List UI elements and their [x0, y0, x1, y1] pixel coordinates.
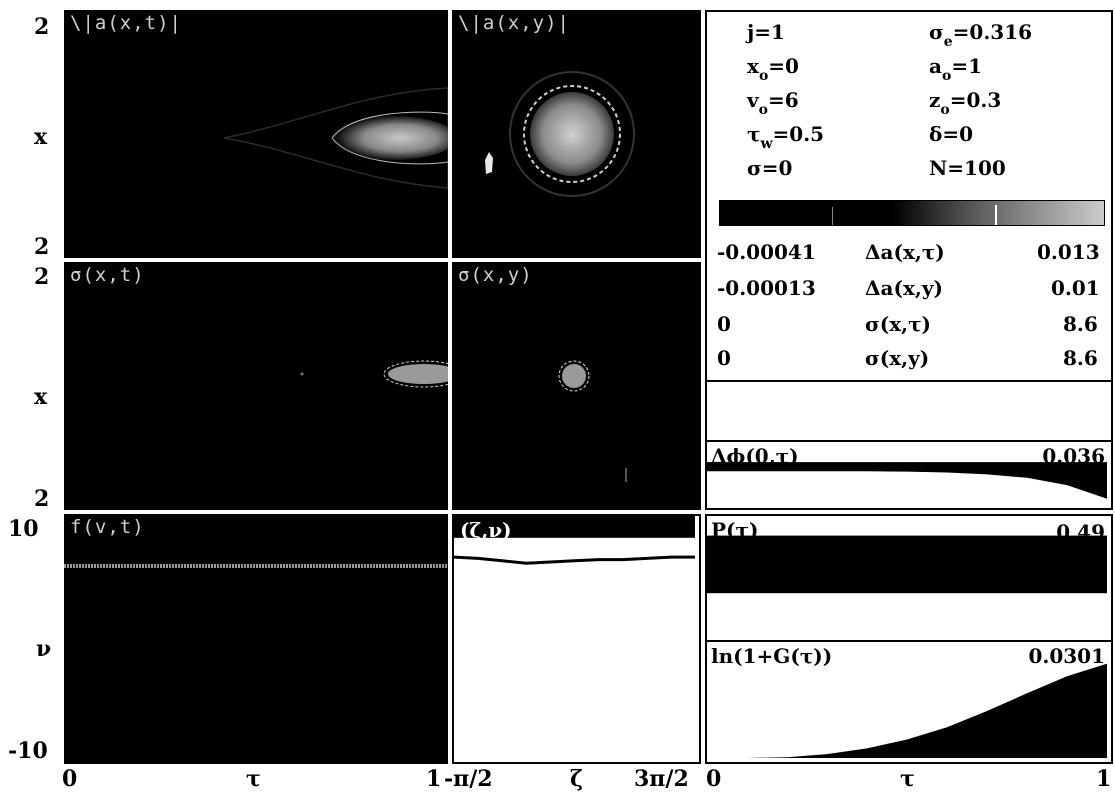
range4-label: σ(x,y)	[865, 346, 930, 370]
range3-label: σ(x,τ)	[865, 312, 932, 336]
bottom-tick-t0: 0	[62, 766, 78, 792]
range3-min: 0	[717, 312, 731, 336]
amplitude-xy-panel: \|a(x,y)|	[452, 10, 701, 258]
sigma-xy-panel: σ(x,y)	[452, 262, 701, 510]
param-z0: zo=0.3	[929, 88, 1002, 118]
param-sigma-e: σe=0.316	[929, 20, 1033, 50]
sigma-xt-image	[300, 360, 448, 388]
p-band	[707, 535, 1107, 594]
bottom-tick-t1: 1	[426, 766, 442, 792]
bottom-tick-z1: 3π/2	[634, 766, 689, 792]
range4-min: 0	[717, 346, 731, 370]
range1-max: 0.013	[1037, 240, 1100, 264]
param-sigma: σ=0	[747, 156, 793, 180]
row3-top-tick: 10	[8, 516, 39, 542]
param-a0: ao=1	[929, 54, 982, 84]
dphi-plot: Δϕ(0,τ) 0.036	[705, 440, 1113, 510]
p-max: 0.49	[1056, 520, 1105, 544]
phase-space-curve	[454, 555, 695, 565]
param-x0: xo=0	[747, 54, 799, 84]
phase-space-upper-region	[454, 516, 695, 538]
g-max: 0.0301	[1028, 644, 1105, 668]
amplitude-xt-panel: \|a(x,t)|	[64, 10, 448, 258]
parameters-box: j=1 σe=0.316 xo=0 ao=1 vo=6 zo=0.3 τw=0.…	[705, 10, 1113, 442]
range4-max: 8.6	[1063, 346, 1098, 370]
p-plot: P(τ) 0.49	[705, 514, 1113, 642]
sigma-xt-title: σ(x,t)	[70, 264, 145, 286]
sigma-xy-title: σ(x,y)	[458, 264, 533, 286]
dphi-band	[707, 462, 1107, 499]
p-label: P(τ)	[711, 518, 759, 542]
row3-axis-label: ν	[36, 636, 52, 662]
distribution-vt-panel: f(v,t)	[64, 514, 448, 764]
range2-min: -0.00013	[717, 276, 816, 300]
colorbar	[719, 200, 1105, 226]
sigma-xy-image	[558, 360, 627, 482]
phase-space-title: (ζ,ν)	[460, 518, 512, 542]
dphi-label: Δϕ(0,τ)	[711, 444, 799, 468]
p-chart	[707, 535, 1107, 594]
range2-max: 0.01	[1051, 276, 1100, 300]
distribution-vt-title: f(v,t)	[70, 516, 145, 538]
bottom-tick-r0: 0	[706, 766, 722, 792]
amplitude-xt-title: \|a(x,t)|	[70, 12, 182, 34]
amplitude-xy-image	[485, 71, 635, 197]
phase-space-panel: (ζ,ν)	[452, 514, 701, 764]
row1-axis-label: x	[34, 124, 48, 150]
bottom-axis-zeta: ζ	[570, 766, 584, 792]
dphi-max: 0.036	[1042, 444, 1105, 468]
range3-max: 8.6	[1063, 312, 1098, 336]
range1-label: Δa(x,τ)	[865, 240, 945, 264]
amplitude-xy-title: \|a(x,y)|	[458, 12, 570, 34]
range2-label: Δa(x,y)	[865, 276, 943, 300]
g-label: ln(1+G(τ))	[711, 644, 833, 668]
bottom-axis-tau-right: τ	[900, 766, 915, 792]
phase-space-chart	[454, 516, 695, 565]
bottom-axis-tau: τ	[246, 766, 261, 792]
sigma-xt-panel: σ(x,t)	[64, 262, 448, 510]
bottom-tick-z0: -π/2	[444, 766, 493, 792]
row1-bottom-tick: 2	[34, 234, 50, 260]
param-j: j=1	[747, 20, 785, 44]
row2-bottom-tick: 2	[34, 486, 50, 512]
param-n: N=100	[929, 156, 1006, 180]
row2-top-tick: 2	[34, 264, 50, 290]
param-tau-w: τw=0.5	[747, 122, 825, 152]
range1-min: -0.00041	[717, 240, 816, 264]
dphi-chart	[707, 462, 1107, 499]
amplitude-xt-image	[223, 87, 448, 189]
param-v0: vo=6	[747, 88, 799, 118]
g-plot: ln(1+G(τ)) 0.0301	[705, 640, 1113, 764]
row2-axis-label: x	[34, 384, 48, 410]
row1-top-tick: 2	[34, 14, 50, 40]
bottom-tick-r1: 1	[1096, 766, 1112, 792]
param-delta: δ=0	[929, 122, 974, 146]
row3-bottom-tick: -10	[8, 738, 48, 764]
g-chart	[707, 663, 1107, 758]
distribution-vt-image	[64, 564, 448, 568]
g-area	[707, 663, 1107, 758]
